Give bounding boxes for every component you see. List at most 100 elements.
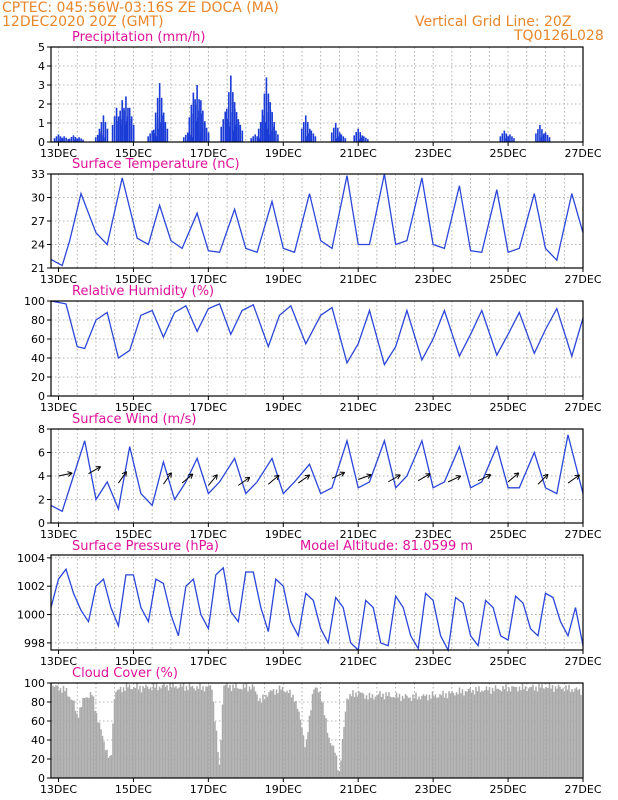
run-time: 12DEC2020 20Z (GMT) [2,14,164,30]
x-tick-label: 27DEC [564,655,601,668]
x-tick-label: 23DEC [415,655,452,668]
x-tick-label: 27DEC [564,783,601,796]
panel-frame [50,682,584,779]
x-tick-label: 15DEC [115,401,152,414]
y-tick-label: 3 [38,79,45,92]
x-tick-label: 23DEC [415,273,452,286]
series-line [50,300,584,367]
x-tick-label: 27DEC [564,401,601,414]
x-tick-label: 13DEC [40,273,77,286]
wind-arrow-head [190,473,194,479]
y-tick-label: 20 [31,753,45,766]
y-tick-label: 40 [31,352,45,365]
y-tick-label: 0 [38,772,45,785]
panel-frame [50,554,584,651]
y-tick-label: 80 [31,696,45,709]
wind-arrow-head [366,473,372,476]
wind-arrow-head [307,474,311,480]
wind-arrow [447,475,462,483]
x-tick-label: 15DEC [115,147,152,160]
panel-precip: Precipitation (mm/h) 0 1 2 3 4 5 13DEC 15DEC 17DE… [38,30,602,160]
x-tick-label: 25DEC [490,655,527,668]
wind-arrow-head [274,474,280,477]
x-tick-label: 15DEC [115,273,152,286]
y-tick-label: 6 [38,447,45,460]
x-tick-label: 27DEC [564,147,601,160]
wind-arrow-head [215,474,218,480]
panel-title: Cloud Cover (%) [72,666,178,681]
wind-arrow [358,474,372,480]
x-tick-label: 13DEC [40,528,77,541]
y-tick-label: 998 [24,637,45,650]
x-tick-label: 17DEC [190,147,227,160]
wind-arrow-head [543,473,549,477]
wind-arrow [267,474,280,485]
wind-arrow-head [212,474,218,477]
panel-temp: Surface Temperature (nC) 21 24 27 30 33 13DEC 1… [31,157,602,286]
wind-arrow-head [341,472,346,477]
wind-arrow [567,474,580,484]
y-tick-label: 8 [38,423,45,436]
y-tick-label: 30 [31,192,45,205]
y-tick-label: 21 [31,262,45,275]
wind-arrow [58,472,73,477]
panel-frame [50,46,584,143]
y-tick-label: 60 [31,715,45,728]
panel-pressure: Surface Pressure (hPa) Model Altitude: 81… [17,539,602,668]
y-tick-label: 100 [24,677,45,690]
wind-arrow-head [166,472,172,476]
y-tick-label: 80 [31,314,45,327]
panel-rh: Relative Humidity (%) 0 20 40 60 80 100 13DEC 15… [24,284,602,414]
x-tick-label: 17DEC [190,783,227,796]
wind-arrow-head [97,466,102,472]
x-tick-label: 13DEC [40,401,77,414]
wind-arrow [507,472,520,483]
wind-arrow-head [397,474,401,480]
y-tick-label: 4 [38,60,45,73]
y-tick-label: 24 [31,239,45,252]
series-line [50,434,584,513]
x-tick-label: 15DEC [115,783,152,796]
x-tick-label: 21DEC [340,783,377,796]
y-tick-label: 100 [24,295,45,308]
panel-title: Surface Temperature (nC) [72,157,240,172]
wind-arrow-head [574,474,580,477]
wind-arrow-head [187,473,193,476]
wind-arrow-head [170,472,172,478]
series-line [50,566,584,653]
wind-arrow [331,471,345,479]
wind-arrow [297,474,311,484]
x-tick-label: 25DEC [490,147,527,160]
panel-title: Surface Pressure (hPa) [72,539,219,554]
y-tick-label: 1002 [17,580,45,593]
wind-arrow [537,473,549,485]
wind-arrow-head [487,474,492,480]
wind-arrow-head [427,473,431,479]
x-tick-label: 15DEC [115,528,152,541]
panel-title: Surface Wind (m/s) [72,412,196,427]
y-tick-label: 33 [31,168,45,181]
y-tick-label: 1000 [17,609,45,622]
x-tick-label: 19DEC [265,655,302,668]
x-tick-label: 13DEC [40,147,77,160]
series-line [50,173,584,267]
panel-cloud: Cloud Cover (%) 0 20 40 60 80 100 13DEC 15DEC 17D… [24,666,602,796]
wind-arrow-head [68,472,73,477]
station-header: CPTEC: 045:56W-03:16S ZE DOCA (MA) [2,0,279,16]
y-tick-label: 60 [31,333,45,346]
wind-arrow-head [546,474,549,480]
x-tick-label: 19DEC [265,273,302,286]
wind-arrow-head [276,475,280,481]
wind-arrow [88,466,101,475]
wind-arrow-head [367,474,372,479]
model-altitude: Model Altitude: 81.0599 m [300,539,473,554]
wind-arrow-head [125,471,127,477]
x-tick-label: 25DEC [490,783,527,796]
wind-arrow-head [244,476,250,479]
panel-title: Precipitation (mm/h) [72,30,205,45]
wind-arrow-head [576,474,580,480]
wind-arrow-head [67,471,73,474]
wind-arrow-head [513,472,519,475]
x-tick-label: 23DEC [415,528,452,541]
product-code: TQ0126L028 [514,28,604,44]
